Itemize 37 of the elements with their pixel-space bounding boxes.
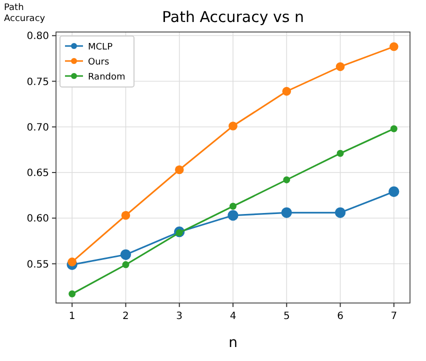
point bbox=[68, 258, 76, 266]
point bbox=[334, 207, 346, 218]
point bbox=[228, 210, 238, 221]
point bbox=[388, 186, 400, 197]
point bbox=[336, 62, 345, 72]
x-tick-label: 7 bbox=[390, 311, 398, 322]
point bbox=[174, 165, 184, 174]
point bbox=[283, 176, 290, 184]
chart-title: Path Accuracy vs n bbox=[162, 8, 304, 26]
x-tick-label: 1 bbox=[68, 311, 76, 322]
legend-label: Ours bbox=[88, 58, 110, 68]
y-tick-label: 0.75 bbox=[26, 76, 49, 88]
point bbox=[122, 261, 130, 268]
x-tick-label: 3 bbox=[176, 311, 183, 322]
y-axis-title: Path Accuracy bbox=[4, 3, 46, 24]
point bbox=[390, 42, 398, 51]
point bbox=[120, 249, 132, 260]
y-tick-label: 0.55 bbox=[26, 259, 49, 270]
y-tick-label: 0.70 bbox=[26, 122, 49, 134]
point bbox=[121, 211, 130, 220]
x-tick-label: 4 bbox=[230, 311, 236, 322]
point bbox=[230, 202, 236, 210]
x-tick-label: 5 bbox=[283, 311, 290, 322]
x-tick-label: 2 bbox=[122, 311, 129, 322]
point bbox=[228, 122, 238, 130]
x-tick-label: 6 bbox=[337, 311, 344, 322]
y-tick-label: 0.65 bbox=[26, 168, 49, 180]
point bbox=[390, 125, 398, 132]
x-axis-title: n bbox=[228, 335, 238, 351]
point bbox=[336, 150, 344, 157]
point bbox=[282, 86, 292, 96]
y-tick-label: 0.60 bbox=[26, 214, 49, 225]
y-tick-label: 0.80 bbox=[26, 31, 49, 42]
point bbox=[68, 290, 76, 298]
legend-label: MCLP bbox=[88, 42, 114, 52]
legend-label: Random bbox=[88, 72, 126, 82]
point bbox=[281, 207, 292, 218]
